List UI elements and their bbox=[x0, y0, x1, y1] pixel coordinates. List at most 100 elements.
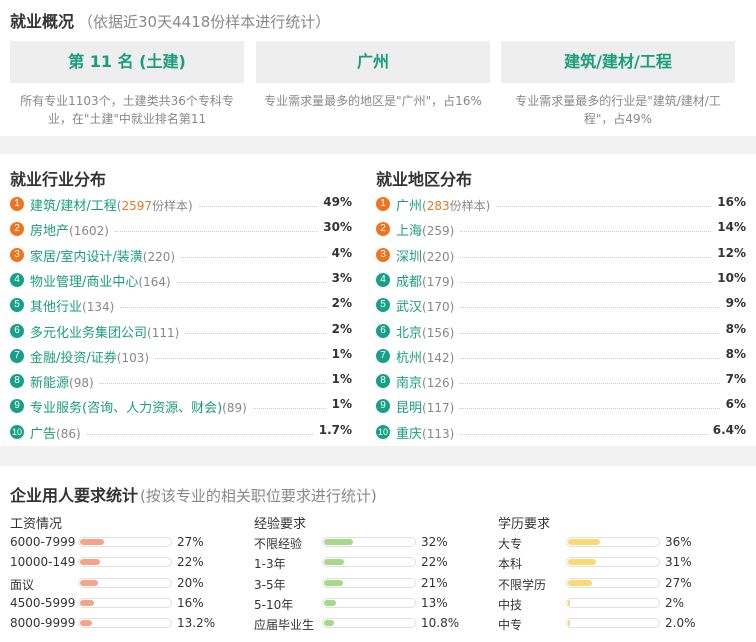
requirement-row: 面议 20% bbox=[10, 574, 230, 594]
region-name[interactable]: 广州 bbox=[396, 199, 423, 214]
region-name[interactable]: 成都 bbox=[396, 274, 423, 290]
region-count: (126) bbox=[422, 376, 455, 391]
industry-percent: 2% bbox=[331, 321, 352, 336]
industry-name[interactable]: 金融/投资/证券 bbox=[30, 350, 117, 366]
region-name[interactable]: 武汉 bbox=[396, 300, 423, 316]
region-name[interactable]: 北京 bbox=[396, 325, 423, 341]
region-label[interactable]: 南京(126) bbox=[396, 372, 454, 391]
industry-label[interactable]: 金融/投资/证券(103) bbox=[30, 347, 149, 366]
region-count: (113) bbox=[422, 426, 455, 441]
region-label[interactable]: 深圳(220) bbox=[396, 246, 454, 265]
rank-badge: 3 bbox=[376, 247, 390, 262]
rank-badge: 2 bbox=[376, 222, 390, 237]
requirement-percent: 36% bbox=[665, 535, 692, 549]
industry-label[interactable]: 物业管理/商业中心(164) bbox=[30, 271, 171, 290]
region-label[interactable]: 昆明(117) bbox=[396, 397, 454, 416]
section-divider bbox=[0, 136, 756, 154]
requirement-percent: 27% bbox=[177, 535, 204, 549]
industry-row: 7 金融/投资/证券(103) 1% bbox=[10, 346, 352, 366]
requirement-label: 面议 bbox=[10, 577, 35, 592]
industry-label[interactable]: 多元化业务集团公司(111) bbox=[30, 322, 179, 341]
rank-badge: 8 bbox=[376, 374, 390, 389]
industry-row: 1 建筑/建材/工程(2597份样本) 49% bbox=[10, 194, 352, 214]
industry-name[interactable]: 多元化业务集团公司 bbox=[30, 325, 148, 341]
region-name[interactable]: 深圳 bbox=[396, 249, 423, 265]
region-percent: 10% bbox=[717, 270, 746, 285]
requirement-row: 本科 31% bbox=[498, 553, 718, 573]
industry-label[interactable]: 专业服务(咨询、人力资源、财会)(89) bbox=[30, 397, 247, 416]
requirement-bar bbox=[566, 618, 660, 629]
requirement-row: 大专 36% bbox=[498, 533, 718, 553]
requirement-percent: 2.0% bbox=[665, 616, 696, 631]
requirement-label: 8000-9999 bbox=[10, 616, 76, 631]
requirement-bar-fill bbox=[568, 579, 592, 586]
industry-name[interactable]: 新能源 bbox=[30, 376, 70, 392]
region-name[interactable]: 南京 bbox=[396, 376, 423, 392]
region-label[interactable]: 成都(179) bbox=[396, 271, 454, 290]
industry-label[interactable]: 建筑/建材/工程(2597份样本) bbox=[30, 195, 193, 214]
rank-badge: 2 bbox=[10, 222, 24, 237]
requirement-row: 5-10年 13% bbox=[254, 594, 474, 614]
leader-dots bbox=[460, 383, 720, 385]
requirement-label: 4500-5999 bbox=[10, 595, 76, 610]
region-label[interactable]: 上海(259) bbox=[396, 220, 454, 239]
region-label[interactable]: 北京(156) bbox=[396, 322, 454, 341]
requirement-bar-fill bbox=[80, 539, 104, 545]
region-name[interactable]: 杭州 bbox=[396, 350, 423, 366]
industry-count: (98) bbox=[69, 376, 94, 391]
region-name[interactable]: 昆明 bbox=[396, 401, 423, 417]
industry-row: 4 物业管理/商业中心(164) 3% bbox=[10, 270, 352, 290]
region-label[interactable]: 重庆(113) bbox=[396, 423, 454, 442]
industry-name[interactable]: 建筑/建材/工程 bbox=[30, 199, 117, 214]
industry-row: 3 家居/室内设计/装潢(220) 4% bbox=[10, 245, 352, 265]
region-label[interactable]: 广州(283份样本) bbox=[396, 195, 490, 214]
region-name[interactable]: 重庆 bbox=[396, 426, 423, 442]
industry-label[interactable]: 其他行业(134) bbox=[30, 296, 114, 315]
requirement-percent: 22% bbox=[421, 555, 448, 570]
region-percent: 12% bbox=[717, 245, 746, 260]
region-percent: 16% bbox=[717, 195, 746, 209]
requirements-title-text: 企业用人要求统计 bbox=[10, 486, 139, 505]
region-percent: 8% bbox=[725, 346, 746, 361]
region-row: 4 成都(179) 10% bbox=[376, 270, 746, 290]
industry-title: 就业行业分布 bbox=[10, 170, 107, 189]
industry-name[interactable]: 房地产 bbox=[30, 224, 70, 240]
requirement-bar-fill bbox=[568, 559, 596, 566]
industry-label[interactable]: 房地产(1602) bbox=[30, 220, 109, 239]
requirement-column-heading: 工资情况 bbox=[10, 517, 63, 532]
requirement-percent: 13% bbox=[421, 595, 448, 610]
leader-dots bbox=[177, 281, 326, 283]
region-label[interactable]: 杭州(142) bbox=[396, 347, 454, 366]
requirement-percent: 27% bbox=[665, 575, 692, 590]
requirement-bar-fill bbox=[80, 599, 94, 606]
leader-dots bbox=[185, 332, 326, 334]
requirement-percent: 10.8% bbox=[421, 616, 460, 631]
requirement-bar-fill bbox=[324, 559, 344, 566]
requirement-column-heading: 经验要求 bbox=[254, 517, 307, 532]
industry-count: (2597份样本) bbox=[116, 199, 193, 213]
industry-percent: 2% bbox=[331, 296, 352, 311]
requirement-bar bbox=[322, 557, 416, 568]
industry-name[interactable]: 广告 bbox=[30, 426, 57, 442]
industry-name[interactable]: 物业管理/商业中心 bbox=[30, 274, 139, 290]
industry-name[interactable]: 家居/室内设计/装潢 bbox=[30, 249, 143, 265]
rank-badge: 7 bbox=[10, 348, 24, 363]
requirement-bar-fill bbox=[568, 620, 570, 627]
industry-percent: 1.7% bbox=[318, 422, 352, 437]
leader-dots bbox=[460, 332, 720, 334]
requirement-label: 5-10年 bbox=[254, 597, 294, 612]
overview-subtitle: （依据近30天4418份样本进行统计） bbox=[78, 13, 331, 31]
industry-name[interactable]: 其他行业 bbox=[30, 300, 83, 316]
requirement-bar-fill bbox=[324, 599, 336, 606]
requirement-row: 中技 2% bbox=[498, 594, 718, 614]
leader-dots bbox=[199, 206, 317, 207]
industry-label[interactable]: 广告(86) bbox=[30, 423, 81, 442]
region-name[interactable]: 上海 bbox=[396, 224, 423, 240]
rank-badge: 7 bbox=[376, 348, 390, 363]
leader-dots bbox=[460, 231, 711, 233]
region-count: (283份样本) bbox=[422, 199, 491, 213]
industry-name[interactable]: 专业服务(咨询、人力资源、财会) bbox=[30, 401, 223, 417]
industry-label[interactable]: 家居/室内设计/装潢(220) bbox=[30, 246, 175, 265]
region-label[interactable]: 武汉(170) bbox=[396, 296, 454, 315]
industry-label[interactable]: 新能源(98) bbox=[30, 372, 94, 391]
